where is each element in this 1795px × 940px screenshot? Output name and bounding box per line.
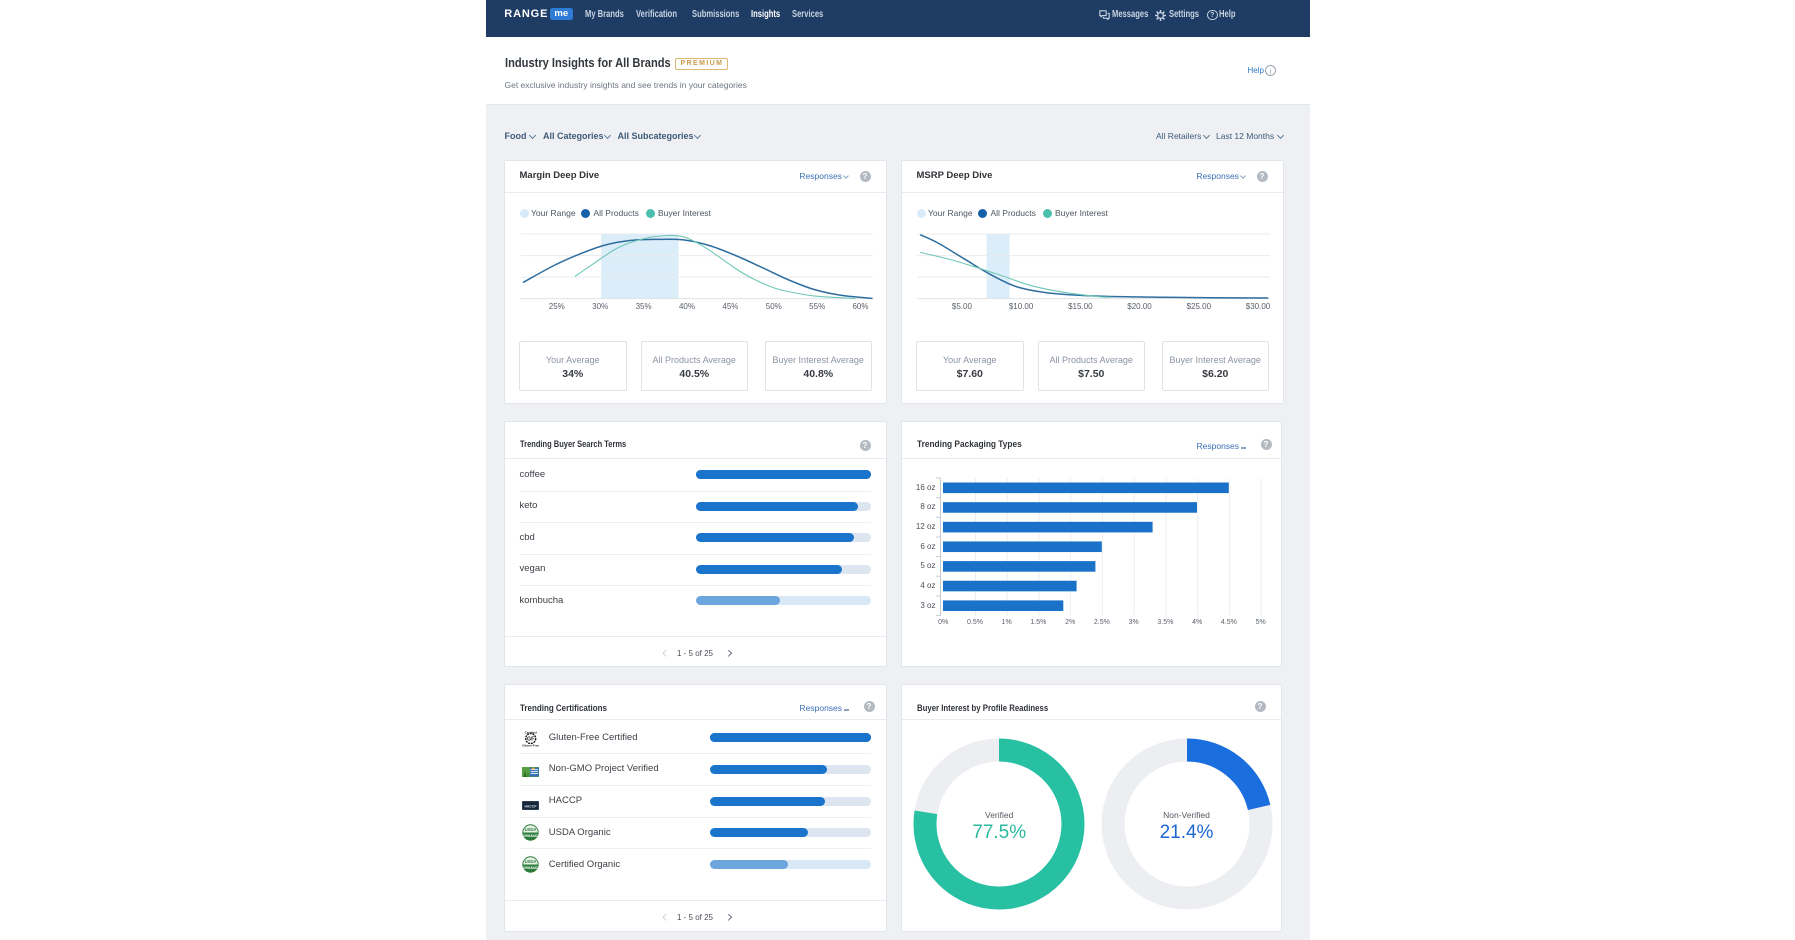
svg-text:ORGANIC: ORGANIC <box>522 866 538 870</box>
svg-text:ORGANIC: ORGANIC <box>522 834 538 838</box>
svg-text:Gluten-Free: Gluten-Free <box>522 743 539 746</box>
svg-text:USDA: USDA <box>524 827 536 832</box>
svg-text:USDA: USDA <box>524 859 536 864</box>
svg-text:Certified: Certified <box>524 730 536 734</box>
svg-text:HACCP: HACCP <box>524 804 537 808</box>
svg-text:GF: GF <box>526 736 534 742</box>
